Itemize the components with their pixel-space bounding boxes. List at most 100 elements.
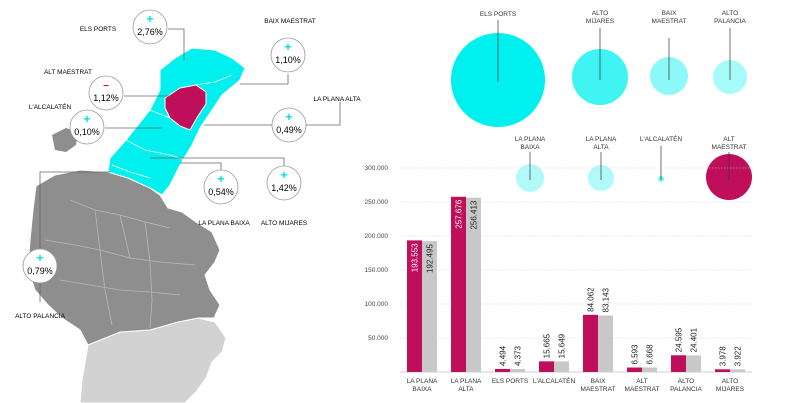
- callout-plana-alta: + 0,49% LA PLANA ALTA: [204, 96, 361, 143]
- callout-sign: +: [83, 112, 90, 126]
- callout-alto-mijares: + 1,42% ALTO MIJARES: [150, 157, 308, 227]
- y-tick-label: 50.000: [368, 335, 388, 342]
- callout-region: BAIX MAESTRAT: [264, 18, 316, 25]
- callout-region: LA PLANA BAIXA: [198, 220, 250, 227]
- callout-alt-maestrat: − 1,12% ALT MAESTRAT: [44, 69, 170, 111]
- callout-sign: −: [103, 81, 109, 92]
- callout-els-ports: + 2,76% ELS PORTS: [80, 9, 185, 60]
- bar-value-label: 257.676: [455, 199, 464, 228]
- bar-value-label: 3.978: [719, 346, 728, 367]
- callout-value: 0,10%: [74, 127, 100, 137]
- x-category-label: BAIX: [591, 378, 606, 385]
- bar: [671, 355, 686, 372]
- y-tick-label: 200.000: [365, 233, 389, 240]
- bubble-label: BAIX: [662, 10, 677, 17]
- x-category-label: MAESTRAT: [625, 386, 660, 393]
- bar-value-label: 6.668: [646, 344, 655, 365]
- y-tick-label: 150.000: [365, 267, 389, 274]
- callout-region: ELS PORTS: [80, 26, 117, 33]
- province-map: [27, 47, 246, 403]
- bar-value-label: 6.593: [631, 344, 640, 365]
- bar-value-label: 24.401: [690, 327, 699, 352]
- callout-baix-maestrat: + 1,10% BAIX MAESTRAT: [240, 18, 316, 85]
- x-category-label: ELS PORTS: [492, 378, 529, 385]
- callout-value: 1,42%: [271, 183, 297, 193]
- callout-sign: +: [217, 172, 224, 186]
- callout-region: LA PLANA ALTA: [313, 96, 361, 103]
- bar-value-label: 193.553: [411, 243, 420, 272]
- bar: [466, 197, 481, 372]
- bar: [407, 240, 422, 372]
- callout-value: 1,10%: [275, 55, 301, 65]
- callout-sign: +: [280, 168, 287, 182]
- x-category-label: PALANCIA: [670, 386, 702, 393]
- callout-region: L'ALCALATÉN: [29, 102, 72, 111]
- bar-value-label: 4.373: [514, 345, 523, 366]
- bubble-label: MAESTRAT: [712, 144, 747, 151]
- callout-value: 0,79%: [27, 266, 53, 276]
- callout-sign: +: [285, 110, 292, 124]
- x-category-label: MIJARES: [716, 386, 745, 393]
- bar: [715, 369, 730, 372]
- bubble-label: L'ALCALATÉN: [640, 134, 683, 143]
- x-category-label: ALT: [636, 378, 647, 385]
- bar: [510, 369, 525, 372]
- bar: [627, 367, 642, 372]
- x-category-label: LA PLANA: [451, 378, 482, 385]
- bar-value-label: 192.495: [426, 244, 435, 273]
- bar-value-label: 256.413: [470, 200, 479, 229]
- bar: [495, 368, 510, 372]
- x-category-label: ALTO: [678, 378, 694, 385]
- bubble-label: ALTO: [592, 10, 608, 17]
- callout-value: 1,12%: [93, 93, 119, 103]
- bar: [598, 315, 613, 372]
- bar: [451, 196, 466, 372]
- x-category-label: MAESTRAT: [581, 386, 616, 393]
- bar-value-label: 15.649: [558, 333, 567, 358]
- x-category-label: LA PLANA: [407, 378, 438, 385]
- bar-value-label: 24.595: [675, 327, 684, 352]
- map-callouts: + 2,76% ELS PORTS + 1,10% BAIX MAESTRAT …: [15, 9, 361, 320]
- bubble-label: LA PLANA: [586, 136, 617, 143]
- bubble-label: MIJARES: [586, 18, 615, 25]
- bar-value-label: 3.922: [734, 346, 743, 367]
- x-category-label: L'ALCALATÉN: [533, 376, 576, 385]
- bubble-chart: [451, 20, 752, 200]
- y-tick-label: 250.000: [365, 199, 389, 206]
- map-central-borders: [44, 199, 196, 329]
- map-alt-maestrat: [164, 84, 207, 131]
- y-tick-label: 100.000: [365, 301, 389, 308]
- bubble-label: PALANCIA: [714, 18, 746, 25]
- bubble-label: ALTA: [593, 144, 609, 151]
- bar: [539, 361, 554, 372]
- callout-sign: +: [146, 12, 153, 26]
- bar: [583, 314, 598, 372]
- callout-region: ALT MAESTRAT: [44, 69, 92, 76]
- callout-sign: +: [36, 251, 43, 265]
- bubble-label: ALTO: [722, 10, 738, 17]
- callout-region: ALTO MIJARES: [261, 220, 308, 227]
- bar-value-label: 15.665: [543, 333, 552, 358]
- bubble-label: LA PLANA: [515, 136, 546, 143]
- callout-value: 0,54%: [208, 187, 234, 197]
- callout-alcalaten: + 0,10% L'ALCALATÉN: [29, 102, 162, 145]
- bubble-label: BAIXA: [520, 144, 540, 151]
- bar: [554, 361, 569, 372]
- bar: [730, 369, 745, 372]
- bubble-label: MAESTRAT: [652, 18, 687, 25]
- callout-value: 0,49%: [276, 125, 302, 135]
- callout-sign: +: [284, 40, 291, 54]
- x-category-label: ALTO: [722, 378, 738, 385]
- bar-chart: 300.000 250.000 200.000 150.000 100.000 50.00…: [365, 165, 752, 393]
- bar: [642, 367, 657, 372]
- x-category-label: ALTA: [458, 386, 474, 393]
- x-category-label: BAIXA: [412, 386, 432, 393]
- callout-region: ALTO PALANCIA: [15, 313, 66, 320]
- bar: [686, 355, 701, 372]
- y-tick-label: 300.000: [365, 165, 389, 172]
- bubble-label: ALT: [723, 136, 734, 143]
- bar-value-label: 83.143: [602, 287, 611, 312]
- bubble-labels: ELS PORTS ALTOMIJARESBAIXMAESTRATALTOPALA…: [480, 10, 747, 151]
- bubble-label: ELS PORTS: [480, 11, 517, 18]
